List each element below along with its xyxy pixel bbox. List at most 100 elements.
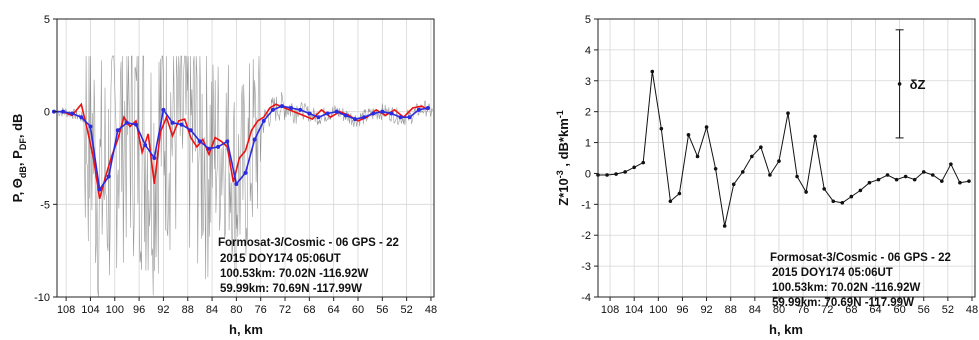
right-ylabel-mid: , dB*km [556, 118, 571, 170]
left-x-tick-label: 64 [328, 304, 340, 316]
z-series-point [704, 125, 709, 129]
blue-series-point [371, 111, 376, 116]
left-x-tick-label: 48 [425, 304, 437, 316]
gray-raw-signal [57, 55, 433, 298]
blue-series-point [124, 120, 129, 125]
blue-series-point [307, 111, 312, 116]
annotation-line-4: 59.99km: 70.69N -117.99W [772, 297, 914, 309]
blue-series-point [243, 170, 248, 175]
left-ylabel-main: P, Θ [10, 178, 25, 202]
right-x-tick-label: 52 [942, 304, 954, 316]
blue-series-point [425, 105, 430, 110]
annotation-line-1: Formosat-3/Cosmic - 06 GPS - 22 [770, 252, 951, 264]
right-ylabel-sup1: -3 [555, 170, 565, 178]
z-series-point [777, 159, 781, 163]
right-y-tick-label: 1 [585, 138, 591, 150]
z-series-point [912, 177, 917, 182]
right-ticks: 108 104 100 96 92 88 84 80 76 72 68 64 60 56 52 48 5 4 3 2 1… [581, 14, 978, 316]
blue-series-point [407, 115, 412, 120]
left-y-tick-label: 5 [44, 14, 50, 26]
blue-series-point [398, 115, 403, 120]
left-x-tick-label: 88 [182, 304, 194, 316]
right-x-tick-label: 92 [700, 304, 712, 316]
z-series-point [614, 172, 618, 176]
z-series-point [740, 170, 745, 174]
z-series-point [804, 190, 808, 194]
gray-noise-line [57, 55, 433, 298]
blue-series-point [161, 107, 166, 112]
z-series-point [768, 173, 772, 177]
left-plot-frame [56, 18, 435, 298]
z-series-point [677, 191, 682, 196]
z-series-point [750, 154, 754, 159]
left-y-tick-label: 0 [44, 107, 50, 119]
z-series-point [641, 160, 646, 165]
left-x-tick-label: 68 [303, 304, 315, 316]
left-ticks: 108 104 100 96 92 88 84 80 76 72 68 64 60 56 52 48 5 0 -5 -… [34, 14, 437, 316]
z-series-point [930, 173, 935, 177]
z-series-point [885, 173, 890, 177]
left-x-tick-label: 92 [157, 304, 169, 316]
right-chart: 108 104 100 96 92 88 84 80 76 72 68 64 60 56 52 48 5 4 3 2 1… [555, 14, 978, 337]
z-series-point [867, 180, 872, 185]
left-x-tick-label: 76 [255, 304, 267, 316]
blue-series-point [88, 124, 93, 129]
left-x-tick-label: 100 [106, 304, 124, 316]
z-series-point [967, 179, 971, 183]
blue-series-point [389, 111, 394, 116]
right-x-tick-label: 96 [676, 304, 688, 316]
left-x-tick-label: 104 [81, 304, 99, 316]
right-y-tick-label: 4 [585, 45, 591, 57]
z-series-point [858, 188, 863, 193]
blue-series-point [170, 120, 175, 125]
right-x-tick-label: 88 [725, 304, 737, 316]
blue-series-point [380, 109, 385, 114]
left-ylabel-mid: , P [10, 150, 25, 166]
right-x-tick-label: 72 [821, 304, 833, 316]
left-y-axis-label: P, ΘdB, PDF, dB [10, 114, 28, 203]
right-x-tick-label: 80 [773, 304, 785, 316]
z-series-point [668, 199, 673, 204]
blue-series-point [289, 105, 294, 110]
right-x-tick-label: 76 [797, 304, 809, 316]
z-series-point [903, 174, 908, 179]
right-x-tick-label: 60 [893, 304, 905, 316]
right-y-axis-label: Z*10-3 , dB*km-1 [555, 110, 571, 206]
blue-series-point [143, 143, 148, 148]
blue-series-point [416, 107, 421, 112]
z-series-point [659, 126, 664, 131]
z-series-point [686, 133, 691, 137]
right-y-tick-label: -2 [581, 230, 591, 242]
z-series-point [731, 182, 736, 187]
delta-z-label: δZ [910, 77, 926, 92]
blue-series-point [152, 156, 157, 160]
z-series-point [813, 134, 817, 139]
left-x-tick-label: 108 [57, 304, 75, 316]
left-series [51, 102, 430, 200]
right-x-tick-label: 84 [749, 304, 761, 316]
z-series-point [921, 170, 926, 174]
right-y-tick-label: 5 [585, 14, 591, 26]
right-x-tick-label: 100 [649, 304, 667, 316]
left-x-tick-label: 52 [401, 304, 413, 316]
blue-series-point [352, 117, 357, 122]
right-ylabel-main: Z*10 [556, 178, 571, 205]
blue-series-point [179, 122, 184, 127]
z-series-point [713, 167, 718, 171]
annotation-line-1: Formosat-3/Cosmic - 06 GPS - 22 [218, 237, 399, 249]
right-annotation: Formosat-3/Cosmic - 06 GPS - 22 2015 DOY… [770, 252, 951, 309]
z-series-point [849, 194, 854, 199]
right-x-tick-label: 64 [869, 304, 881, 316]
blue-series-point [61, 109, 66, 114]
blue-series-point [216, 144, 221, 149]
left-ylabel-sub1: dB [18, 166, 28, 178]
z-series-point [722, 224, 727, 228]
blue-series-point [134, 122, 139, 127]
z-series-point [759, 145, 763, 149]
z-series-point [949, 162, 953, 166]
blue-series-point [362, 115, 367, 120]
annotation-line-4: 59.99km: 70.69N -117.99W [220, 283, 362, 295]
left-ylabel-end: , dB [10, 114, 25, 139]
blue-series-point [106, 174, 111, 179]
